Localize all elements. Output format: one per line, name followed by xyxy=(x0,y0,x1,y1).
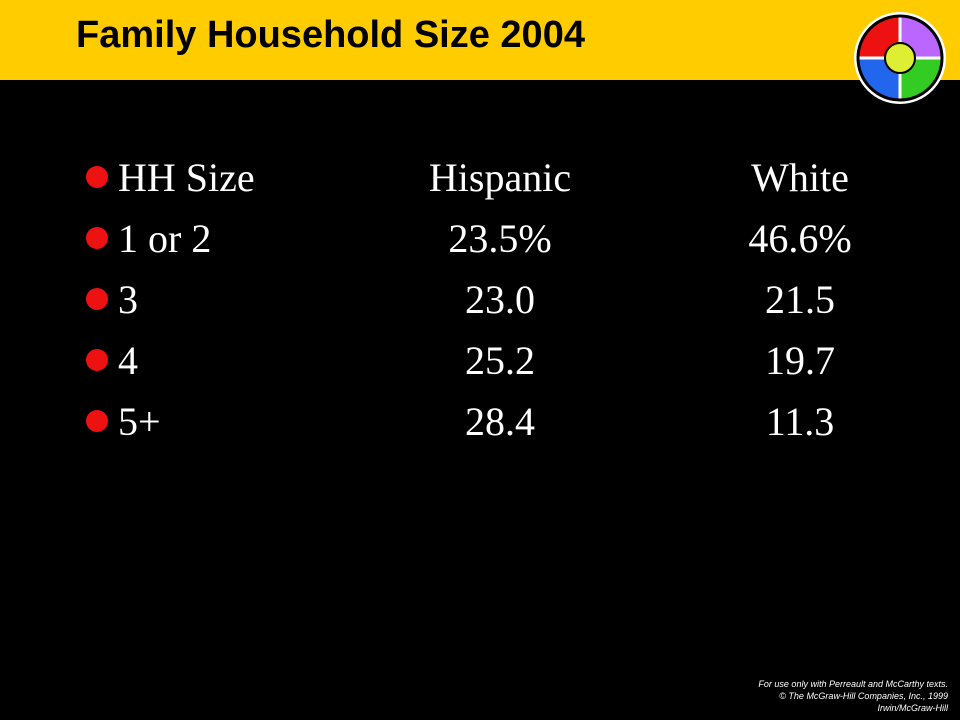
bullet-icon xyxy=(86,288,108,310)
row-hh-size: 1 or 2 xyxy=(118,216,212,261)
table-row: 4 25.2 19.7 xyxy=(0,333,960,394)
bullet-icon xyxy=(86,410,108,432)
title-bar: Family Household Size 2004 xyxy=(0,0,960,80)
row-hispanic: 23.0 xyxy=(465,277,535,322)
row-hispanic: 23.5% xyxy=(448,216,552,261)
row-white: 11.3 xyxy=(765,399,835,444)
row-white: 21.5 xyxy=(765,277,835,322)
footer-line: Irwin/McGraw-Hill xyxy=(877,703,949,713)
color-wheel-icon xyxy=(854,12,946,104)
household-size-table: HH Size Hispanic White 1 or 2 23.5% 46.6… xyxy=(0,150,960,455)
copyright-footer: For use only with Perreault and McCarthy… xyxy=(758,678,948,714)
table-row: 5+ 28.4 11.3 xyxy=(0,394,960,455)
header-hh-size: HH Size xyxy=(118,155,255,200)
table-row: 1 or 2 23.5% 46.6% xyxy=(0,211,960,272)
bullet-icon xyxy=(86,166,108,188)
row-hh-size: 4 xyxy=(118,338,138,383)
table-row: 3 23.0 21.5 xyxy=(0,272,960,333)
row-white: 46.6% xyxy=(748,216,852,261)
row-hispanic: 28.4 xyxy=(465,399,535,444)
header-hispanic: Hispanic xyxy=(428,155,572,200)
row-hispanic: 25.2 xyxy=(465,338,535,383)
slide-title: Family Household Size 2004 xyxy=(76,14,585,56)
bullet-icon xyxy=(86,227,108,249)
footer-line: For use only with Perreault and McCarthy… xyxy=(758,679,948,689)
table-header-row: HH Size Hispanic White xyxy=(0,150,960,211)
header-white: White xyxy=(751,155,849,200)
row-hh-size: 3 xyxy=(118,277,138,322)
row-hh-size: 5+ xyxy=(118,399,161,444)
footer-line: © The McGraw-Hill Companies, Inc., 1999 xyxy=(779,691,948,701)
bullet-icon xyxy=(86,349,108,371)
row-white: 19.7 xyxy=(765,338,835,383)
